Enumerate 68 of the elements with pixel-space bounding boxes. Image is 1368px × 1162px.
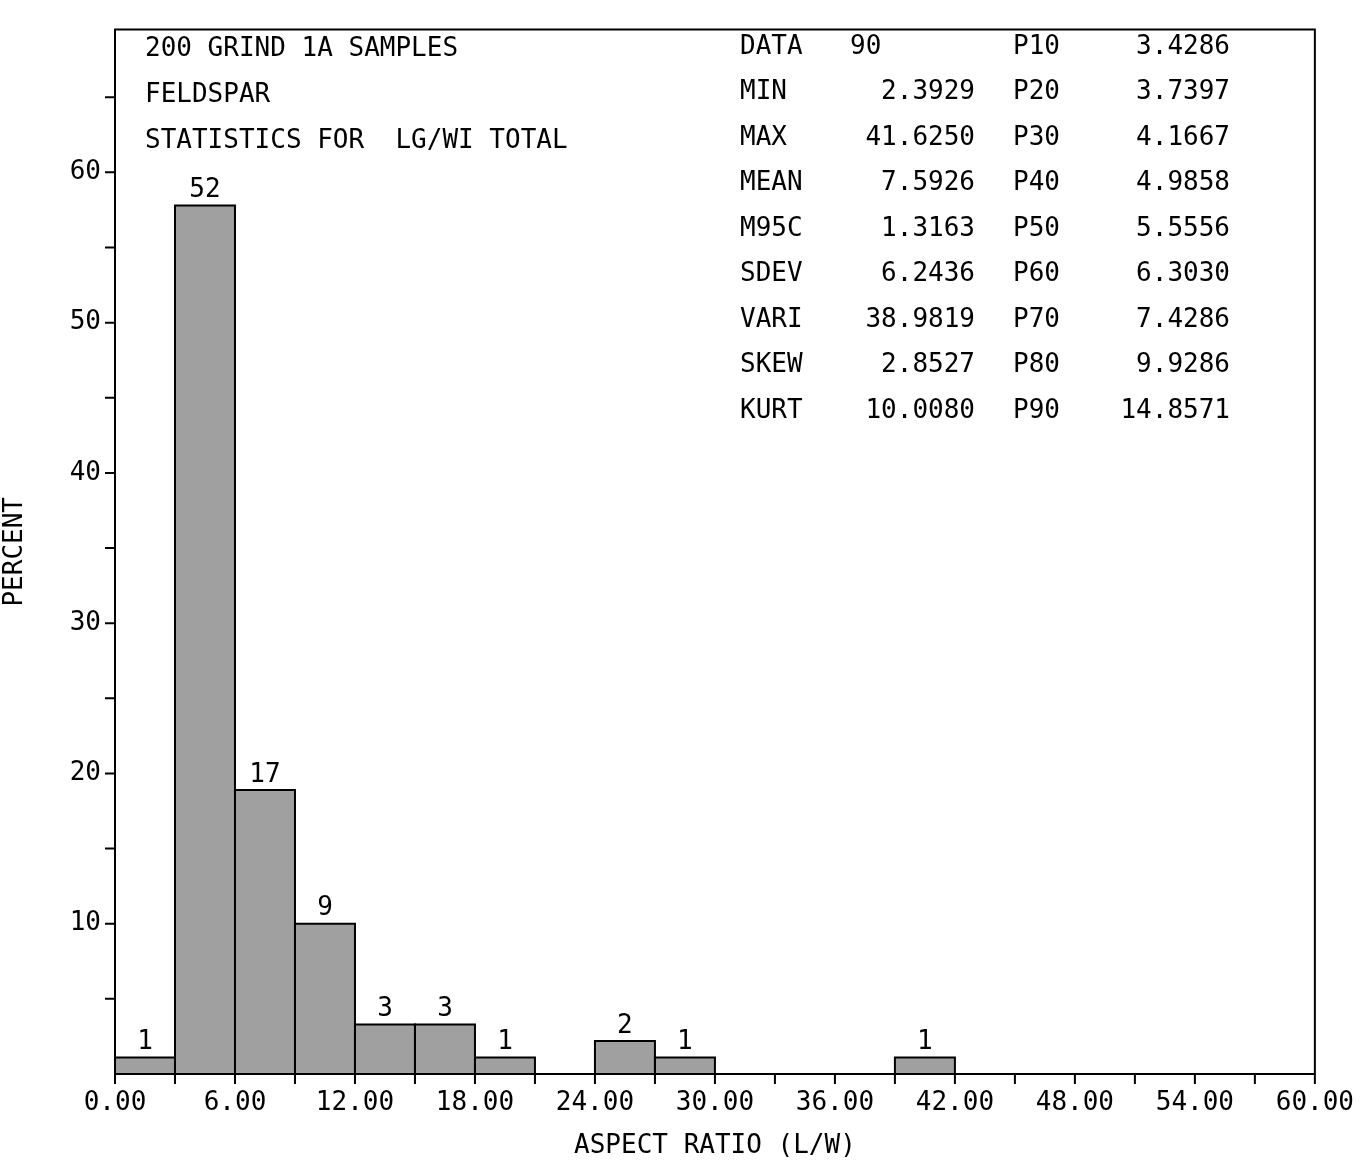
annotation: 1 [917,1025,933,1056]
annotation: P80 [1013,348,1060,379]
annotation: 10.0080 [865,393,975,424]
x-axis-title: ASPECT RATIO (L/W) [574,1129,856,1160]
x-tick-label: 18.00 [435,1086,515,1117]
annotation: 38.9819 [865,302,975,333]
annotation: MEAN [740,166,803,197]
y-tick-label: 30 [69,605,101,636]
annotation: 5.5556 [1136,211,1230,242]
annotation: SDEV [740,257,803,288]
annotation: DATA [740,29,803,60]
y-tick-label: 10 [69,906,101,937]
y-tick-label: 60 [69,155,101,186]
annotation: 1 [497,1025,513,1056]
x-tick-label: 60.00 [1275,1086,1355,1117]
x-tick-label: 0.00 [83,1086,147,1117]
annotation: 17 [249,757,281,788]
y-axis-title: PERCENT [0,496,29,607]
annotation: P70 [1013,302,1060,333]
annotation: M95C [740,211,803,242]
x-tick-label: 54.00 [1155,1086,1235,1117]
annotation: 14.8571 [1120,393,1230,424]
x-tick-label: 36.00 [795,1086,875,1117]
annotation: 2.3929 [881,75,975,106]
annotation: 7.4286 [1136,302,1230,333]
annotation: 9 [317,891,333,922]
x-tick-label: 12.00 [315,1086,395,1117]
annotation: 3 [377,992,393,1023]
annotation: 90 [850,29,882,60]
y-tick-label: 20 [69,756,101,787]
annotation: 41.6250 [865,120,975,151]
annotation: 4.9858 [1136,166,1230,197]
annotation: 2.8527 [881,348,975,379]
annotation: MIN [740,75,787,106]
annotation: VARI [740,302,803,333]
annotation: 1 [137,1025,153,1056]
annotation: FELDSPAR [145,77,271,108]
annotation: 2 [617,1008,633,1039]
annotation: P10 [1013,29,1060,60]
annotation: P30 [1013,120,1060,151]
annotation: P50 [1013,211,1060,242]
x-tick-label: 42.00 [915,1086,995,1117]
annotation: 52 [189,173,221,204]
annotation: 3.7397 [1136,75,1230,106]
annotation: 4.1667 [1136,120,1230,151]
annotation: SKEW [740,348,803,379]
y-tick-label: 50 [69,305,101,336]
annotation: KURT [740,393,803,424]
x-tick-label: 24.00 [555,1086,635,1117]
annotation: 3.4286 [1136,29,1230,60]
annotation: 6.2436 [881,257,975,288]
annotation: P20 [1013,75,1060,106]
annotation: 200 GRIND 1A SAMPLES [145,31,459,62]
annotation: P40 [1013,166,1060,197]
annotation: 7.5926 [881,166,975,197]
y-tick-label: 40 [69,455,101,486]
annotation: 1.3163 [881,211,975,242]
annotation: 9.9286 [1136,348,1230,379]
x-tick-label: 6.00 [203,1086,267,1117]
x-tick-label: 30.00 [675,1086,755,1117]
annotation: 6.3030 [1136,257,1230,288]
annotation: 1 [677,1025,693,1056]
annotation: P60 [1013,257,1060,288]
annotation: P90 [1013,393,1060,424]
annotation: 3 [437,992,453,1023]
x-tick-label: 48.00 [1035,1086,1115,1117]
annotation: MAX [740,120,788,151]
annotation: STATISTICS FOR LG/WI TOTAL [145,123,568,154]
